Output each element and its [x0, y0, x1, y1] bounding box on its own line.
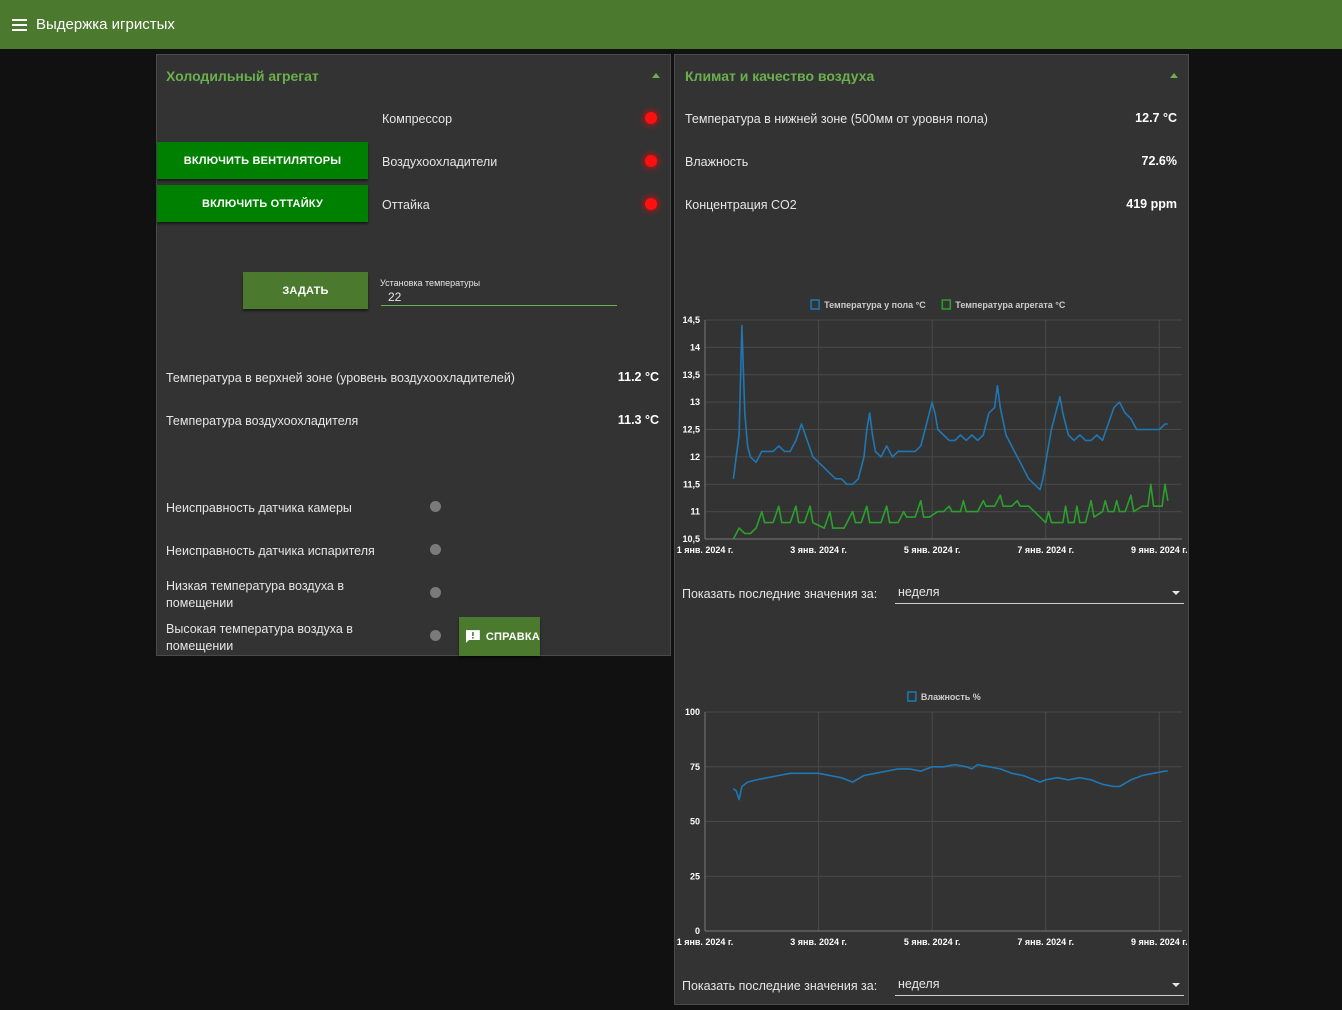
app-title: Выдержка игристых [36, 16, 175, 33]
period-label-temperature: Показать последние значения за: [682, 587, 878, 601]
menu-icon[interactable] [12, 19, 27, 31]
legend-label: Влажность % [921, 692, 981, 702]
series-line-2 [732, 483, 1169, 540]
temperature-chart: 10,5 11 11,5 12 12,5 13 13,5 14 14,5 1 янв. 2024 … [677, 299, 1188, 555]
enable-fans-button[interactable]: ВКЛЮЧИТЬ ВЕНТИЛЯТОРЫ [157, 142, 368, 179]
climate-panel: Климат и качество воздуха Температура в … [674, 54, 1189, 1005]
top-bar: Выдержка игристых [0, 0, 1342, 49]
x-tick-label: 5 янв. 2024 г. [904, 545, 961, 555]
y-tick-label: 12 [690, 452, 700, 462]
refrigeration-panel-title: Холодильный агрегат [166, 68, 319, 84]
period-select-temperature-value: неделя [898, 585, 940, 599]
x-tick-label: 1 янв. 2024 г. [677, 937, 734, 947]
series-line-1 [732, 324, 1168, 491]
compressor-status-led [645, 112, 657, 124]
refrigeration-panel: Холодильный агрегат ВКЛЮЧИТЬ ВЕНТИЛЯТОРЫ… [156, 54, 671, 656]
y-tick-label: 100 [685, 707, 700, 717]
indicator-label-defrost: Оттайка [382, 198, 430, 212]
temperature-setpoint-input[interactable] [381, 288, 617, 306]
x-tick-label: 9 янв. 2024 г. [1131, 545, 1188, 555]
x-tick-label: 3 янв. 2024 г. [790, 937, 847, 947]
defrost-status-led [645, 198, 657, 210]
y-tick-label: 0 [695, 926, 700, 936]
x-tick-label: 7 янв. 2024 г. [1017, 937, 1074, 947]
air-cooler-temp-label: Температура воздухоохладителя [166, 414, 359, 428]
legend-swatch [941, 299, 952, 310]
legend-swatch [810, 299, 820, 310]
y-tick-label: 50 [690, 817, 700, 827]
set-button[interactable]: ЗАДАТЬ [243, 272, 368, 309]
period-label-humidity: Показать последние значения за: [682, 979, 878, 993]
lower-zone-temp-label: Температура в нижней зоне (500мм от уров… [685, 112, 988, 126]
series-line-1 [732, 763, 1168, 801]
period-select-humidity[interactable]: неделя [895, 977, 1184, 996]
period-select-temperature[interactable]: неделя [895, 585, 1184, 604]
fault-label-evaporator-sensor: Неисправность датчика испарителя [166, 544, 375, 558]
fault-label-high-room-temp: Высокая температура воздуха в помещении [166, 622, 353, 653]
upper-zone-temp-label: Температура в верхней зоне (уровень возд… [166, 371, 515, 385]
x-tick-label: 7 янв. 2024 г. [1017, 545, 1074, 555]
y-tick-label: 13 [690, 397, 700, 407]
y-tick-label: 10,5 [682, 534, 700, 544]
fault-label-chamber-sensor: Неисправность датчика камеры [166, 501, 352, 515]
collapse-icon[interactable] [652, 73, 660, 78]
setpoint-label: Установка температуры [380, 278, 481, 288]
y-tick-label: 13,5 [682, 370, 700, 380]
period-select-humidity-value: неделя [898, 977, 940, 991]
fault-indicator-chamber-sensor [430, 501, 441, 512]
co2-value: 419 ppm [1126, 197, 1177, 211]
humidity-chart: 0 25 50 75 100 1 янв. 2024 г. 3 янв. 2024 г. 5 … [677, 691, 1188, 947]
help-button[interactable]: СПРАВКА [459, 617, 540, 656]
lower-zone-temp-value: 12.7 °C [1135, 111, 1177, 125]
y-tick-label: 14,5 [682, 315, 700, 325]
x-tick-label: 9 янв. 2024 г. [1131, 937, 1188, 947]
climate-panel-title: Климат и качество воздуха [685, 68, 875, 84]
fault-label-low-room-temp: Низкая температура воздуха в помещении [166, 579, 344, 610]
y-tick-label: 12,5 [682, 425, 700, 435]
x-tick-label: 3 янв. 2024 г. [790, 545, 847, 555]
chevron-down-icon [1172, 591, 1180, 595]
air-cooler-temp-value: 11.3 °C [617, 413, 659, 427]
legend-swatch [907, 691, 917, 702]
legend-label: Температура у пола °C [824, 300, 926, 310]
upper-zone-temp-value: 11.2 °C [617, 370, 659, 384]
chevron-down-icon [1172, 983, 1180, 987]
y-tick-label: 25 [690, 871, 700, 881]
legend-label: Температура агрегата °C [955, 300, 1066, 310]
y-tick-label: 11,5 [683, 479, 700, 489]
y-tick-label: 14 [690, 342, 700, 352]
co2-label: Концентрация CO2 [685, 198, 797, 212]
indicator-label-compressor: Компрессор [382, 112, 453, 126]
fault-indicator-high-room-temp [430, 630, 441, 641]
fault-indicator-evaporator-sensor [430, 544, 441, 555]
indicator-label-air-coolers: Воздухоохладители [382, 155, 498, 169]
collapse-icon[interactable] [1170, 73, 1178, 78]
feedback-icon [465, 629, 480, 643]
humidity-label: Влажность [685, 155, 749, 169]
humidity-value: 72.6% [1141, 154, 1177, 168]
enable-defrost-button[interactable]: ВКЛЮЧИТЬ ОТТАЙКУ [157, 185, 368, 222]
x-tick-label: 5 янв. 2024 г. [904, 937, 961, 947]
air-coolers-status-led [645, 155, 657, 167]
y-tick-label: 75 [690, 762, 700, 772]
y-tick-label: 11 [690, 507, 700, 517]
x-tick-label: 1 янв. 2024 г. [677, 545, 734, 555]
fault-indicator-low-room-temp [430, 587, 441, 598]
help-button-label: СПРАВКА [485, 630, 540, 643]
